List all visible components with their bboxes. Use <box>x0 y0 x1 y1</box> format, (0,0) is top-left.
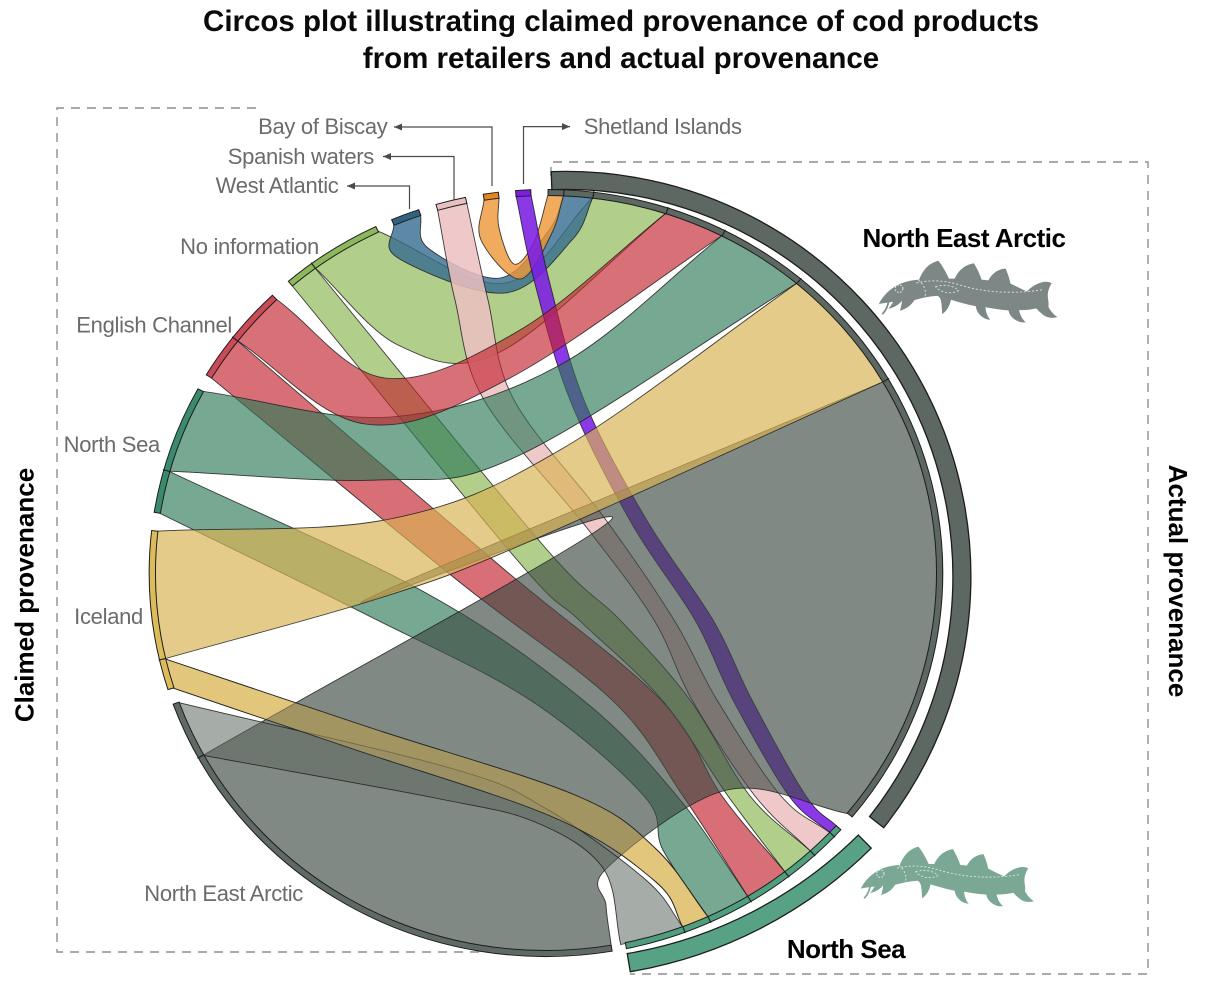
svg-text:Claimed provenance: Claimed provenance <box>10 468 40 722</box>
svg-text:from retailers and actual prov: from retailers and actual provenance <box>363 42 879 75</box>
svg-text:North East Arctic: North East Arctic <box>144 881 303 906</box>
svg-text:North East Arctic: North East Arctic <box>863 223 1066 253</box>
svg-text:North Sea: North Sea <box>787 934 906 964</box>
svg-text:Spanish waters: Spanish waters <box>228 144 375 169</box>
svg-text:West Atlantic: West Atlantic <box>216 173 339 198</box>
svg-text:Actual provenance: Actual provenance <box>1163 465 1193 698</box>
svg-text:Iceland: Iceland <box>74 604 143 629</box>
svg-text:Circos plot illustrating claim: Circos plot illustrating claimed provena… <box>203 5 1039 38</box>
svg-text:English Channel: English Channel <box>76 313 232 338</box>
svg-text:Bay of Biscay: Bay of Biscay <box>258 114 388 139</box>
svg-text:North Sea: North Sea <box>64 432 161 457</box>
svg-text:Shetland Islands: Shetland Islands <box>584 114 742 139</box>
svg-text:No information: No information <box>180 234 319 259</box>
